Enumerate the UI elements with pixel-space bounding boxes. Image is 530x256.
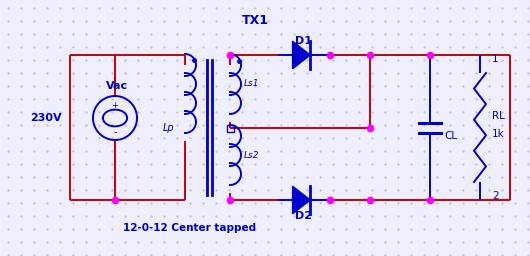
Text: 12-0-12 Center tapped: 12-0-12 Center tapped: [123, 223, 257, 233]
Bar: [227, 125, 234, 132]
Text: 1: 1: [492, 54, 499, 64]
Polygon shape: [293, 41, 310, 69]
Text: Lp: Lp: [163, 123, 175, 133]
Text: 1k: 1k: [492, 129, 505, 139]
Text: TX1: TX1: [242, 14, 269, 27]
Text: Ls2: Ls2: [244, 151, 260, 159]
Text: -: -: [113, 127, 117, 137]
Text: D1: D1: [296, 36, 313, 46]
Text: RL: RL: [492, 111, 505, 121]
Text: 230V: 230V: [30, 113, 62, 123]
Polygon shape: [293, 186, 310, 214]
Text: D2: D2: [296, 211, 313, 221]
Text: Ls1: Ls1: [244, 80, 260, 89]
Text: +: +: [111, 101, 118, 110]
Text: Vac: Vac: [106, 81, 128, 91]
Text: CL: CL: [444, 131, 457, 141]
Text: 2: 2: [492, 191, 499, 201]
